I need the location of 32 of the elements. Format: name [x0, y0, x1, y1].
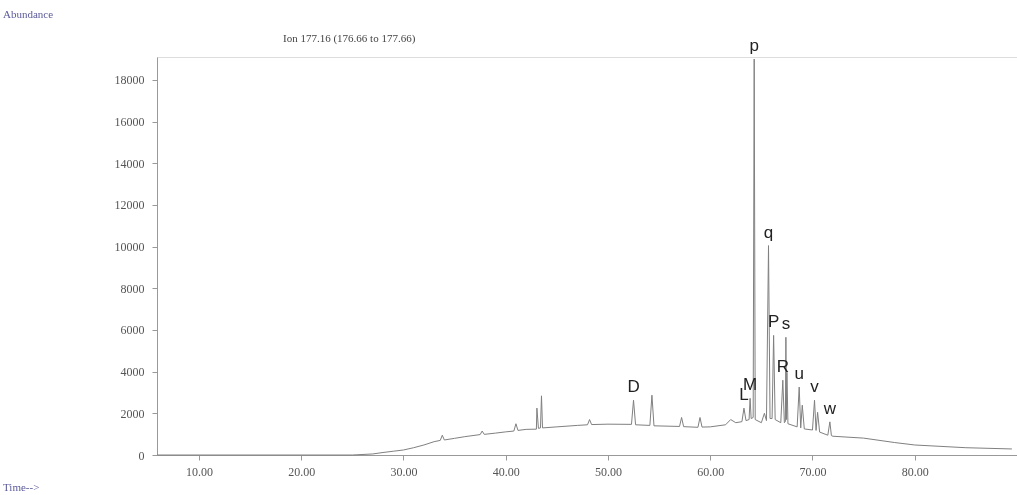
chart-title: Ion 177.16 (176.66 to 177.66)	[283, 32, 416, 45]
x-tick-label: 60.00	[697, 464, 725, 479]
y-tick-label: 12000	[114, 198, 145, 213]
y-tick-label: 18000	[114, 73, 145, 88]
y-tick-label: 8000	[120, 281, 145, 296]
x-tick-label: 10.00	[185, 464, 213, 479]
x-tick-label: 50.00	[594, 464, 622, 479]
x-tick-label: 80.00	[901, 464, 929, 479]
annotation: D	[627, 377, 640, 397]
y-tick-label: 14000	[114, 156, 145, 171]
annotation: p	[749, 36, 759, 56]
y-tick-label: 0	[138, 448, 145, 463]
annotation: s	[781, 314, 791, 334]
line-series	[156, 58, 1013, 456]
annotation: q	[763, 222, 774, 242]
y-tick-label: 6000	[120, 323, 145, 338]
annotation: v	[810, 377, 820, 397]
y-tick-label: 4000	[120, 365, 145, 380]
text: Abundance	[3, 8, 54, 20]
annotation: R	[776, 357, 789, 377]
y-tick-label: 16000	[114, 115, 145, 130]
x-tick-label: 20.00	[288, 464, 316, 479]
annotation: P	[767, 312, 780, 332]
y-tick-label: 10000	[114, 240, 145, 255]
annotation: u	[794, 364, 804, 384]
x-tick-label: 40.00	[492, 464, 520, 479]
text: Time-->	[3, 481, 40, 493]
annotation: M	[743, 375, 758, 395]
x-tick-label: 30.00	[390, 464, 418, 479]
x-tick-label: 70.00	[799, 464, 827, 479]
annotation: w	[822, 398, 837, 418]
y-tick-label: 2000	[120, 406, 145, 421]
